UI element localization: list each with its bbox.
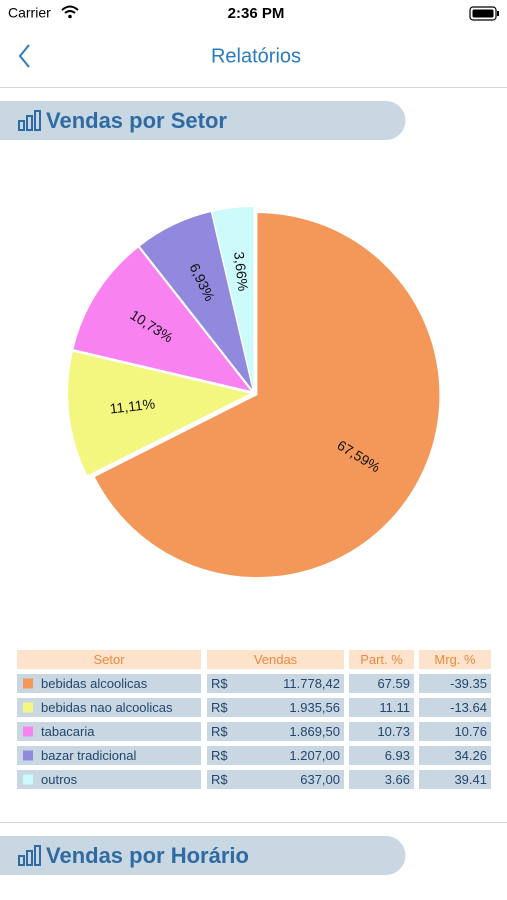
wifi-icon (61, 5, 79, 14)
row-cell (17, 698, 201, 717)
share-value: 10.73 (377, 724, 410, 739)
sales-value: 1.869,50 (289, 724, 340, 739)
sales-value: 1.207,00 (289, 748, 340, 763)
margin-value: 10.76 (454, 724, 487, 739)
section-title: Vendas por Setor (46, 108, 227, 133)
row-cell (17, 746, 201, 765)
row-cell (419, 770, 491, 789)
sales-value: 637,00 (300, 772, 340, 787)
section-header (0, 836, 406, 875)
margin-value: -13.64 (450, 700, 487, 715)
margin-value: -39.35 (450, 676, 487, 691)
row-cell (17, 770, 201, 789)
currency: R$ (211, 676, 228, 691)
pie-label: 11,11% (109, 395, 156, 416)
header-cell (207, 650, 344, 669)
sales-value: 11.778,42 (283, 676, 340, 691)
row-cell (419, 698, 491, 717)
margin-value: 34.26 (454, 748, 487, 763)
header-text: Mrg. % (434, 652, 476, 667)
sector-name: bebidas nao alcoolicas (41, 700, 173, 715)
row-cell (17, 722, 201, 741)
share-value: 3.66 (385, 772, 410, 787)
wifi-dot (68, 14, 72, 19)
sales-value: 1.935,56 (289, 700, 340, 715)
carrier: Carrier (8, 5, 51, 21)
header-cell (349, 650, 414, 669)
row-cell (349, 674, 414, 693)
margin-value: 39.41 (454, 772, 487, 787)
chart-icon (18, 845, 41, 866)
nav-title: Relatórios (211, 45, 301, 67)
color-swatch (23, 750, 33, 761)
currency: R$ (211, 724, 228, 739)
row-cell (349, 746, 414, 765)
share-value: 67.59 (377, 676, 410, 691)
chart-icon (18, 110, 41, 131)
battery-level (472, 9, 494, 18)
share-value: 11.11 (379, 700, 410, 715)
row-cell (419, 722, 491, 741)
share-value: 6.93 (385, 748, 410, 763)
color-swatch (23, 702, 33, 713)
row-cell (17, 674, 201, 693)
battery (469, 6, 497, 21)
pie-slice (94, 213, 440, 578)
header-text: Part. % (360, 652, 403, 667)
sector-name: bazar tradicional (41, 748, 136, 763)
sector-name: outros (41, 772, 78, 787)
header-cell (419, 650, 491, 669)
color-swatch (23, 774, 33, 785)
table: Setor Vendas Part. % Mrg. % bebidas alcoolic… (17, 650, 491, 789)
row-cell (349, 722, 414, 741)
pie-slice (73, 247, 251, 391)
header-cell (17, 650, 201, 669)
currency: R$ (211, 772, 228, 787)
row-cell (207, 698, 344, 717)
row-cell (349, 770, 414, 789)
currency: R$ (211, 700, 228, 715)
pie-slice (139, 212, 253, 390)
battery-tip (497, 11, 499, 16)
section-header (0, 101, 406, 140)
row-cell (349, 698, 414, 717)
row-cell (419, 746, 491, 765)
section-title: Vendas por Horário (46, 843, 249, 868)
pie-slice (212, 207, 254, 390)
pie-chart: 67,59%11,11%10,73%6,93% 3,66% (68, 207, 440, 578)
row-cell (419, 674, 491, 693)
color-swatch (23, 726, 33, 737)
color-swatch (23, 678, 33, 689)
pie-label: 3,66% (231, 251, 251, 292)
row-cell (207, 770, 344, 789)
header-text: Vendas (254, 652, 298, 667)
row-cell (207, 674, 344, 693)
row-cell (207, 746, 344, 765)
row-cell (207, 722, 344, 741)
sector-name: tabacaria (41, 724, 95, 739)
sector-name: bebidas alcoolicas (41, 676, 148, 691)
header-text: Setor (93, 652, 125, 667)
clock: 2:36 PM (228, 5, 285, 22)
currency: R$ (211, 748, 228, 763)
pie-slice (68, 351, 251, 476)
back-button[interactable] (18, 44, 30, 68)
